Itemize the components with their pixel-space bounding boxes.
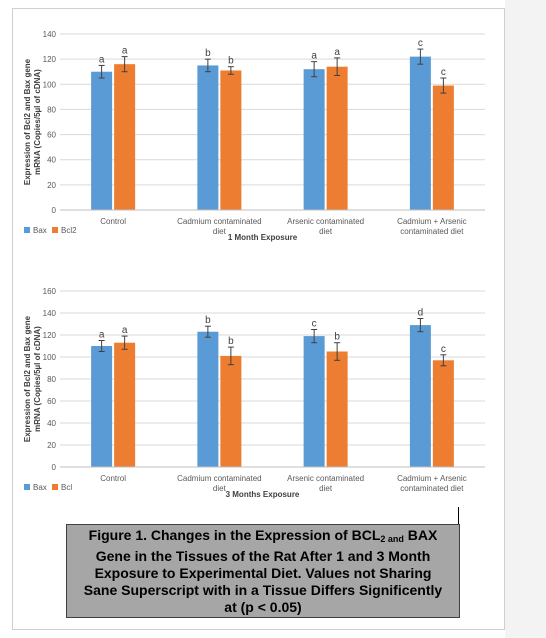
bar-bax (409, 325, 431, 467)
legend-label: Bcl (61, 483, 72, 492)
y-tick-label: 100 (43, 353, 57, 362)
y-axis-label: Expression of Bcl2 and Bax genemRNA (Cop… (23, 315, 42, 442)
x-category-label: diet (319, 227, 333, 236)
caption-part-2: BAX Gene in the Tissues of the Rat After… (83, 526, 443, 615)
bar-bax (91, 346, 113, 467)
significance-letter: d (418, 308, 424, 319)
legend-swatch-bax (24, 227, 30, 233)
chart-3-months: 0 20 40 60 80 100 120 140 160 a a Control b b Cadmium … (20, 285, 490, 525)
x-category-label: diet (319, 484, 333, 493)
x-axis-label: 3 Months Exposure (226, 490, 300, 499)
bar-bax (197, 331, 219, 467)
y-tick-label: 0 (52, 463, 57, 472)
y-tick-label: 20 (47, 181, 56, 190)
x-category-label: Cadmium + Arsenic (397, 474, 467, 483)
bar-bax (303, 336, 325, 467)
significance-letter: a (122, 325, 128, 336)
bar-bax (197, 65, 219, 210)
bar-bax (409, 56, 431, 210)
significance-letter: c (441, 344, 446, 355)
bar-bcl2 (432, 85, 454, 210)
bar-bcl2 (326, 66, 348, 210)
y-tick-label: 140 (43, 30, 57, 39)
y-tick-label: 120 (43, 331, 57, 340)
bar-bcl (220, 355, 242, 467)
y-tick-label: 80 (47, 105, 56, 114)
significance-letter: a (311, 51, 317, 62)
significance-letter: a (99, 330, 105, 341)
y-axis-label: Expression of Bcl2 and Bax genemRNA (Cop… (23, 58, 42, 185)
legend-label: Bcl2 (61, 226, 77, 235)
y-tick-label: 40 (47, 156, 56, 165)
bar-bax (91, 71, 113, 210)
x-category-label: Arsenic contaminated (287, 474, 364, 483)
legend-swatch-bcl (52, 484, 58, 490)
significance-letter: b (205, 315, 211, 326)
significance-letter: a (99, 54, 105, 65)
legend-swatch-bax (24, 484, 30, 490)
significance-letter: a (122, 46, 128, 57)
bar-bcl (432, 360, 454, 467)
x-category-label: diet (213, 227, 227, 236)
text-cursor-mark (458, 507, 459, 524)
y-tick-label: 0 (52, 206, 57, 215)
significance-letter: c (441, 67, 446, 78)
bar-bax (303, 69, 325, 210)
y-tick-label: 100 (43, 80, 57, 89)
page-edge-strip (505, 0, 546, 638)
chart-1-month-svg: 0 20 40 60 80 100 120 140 a a Control b b Cadmium con… (23, 30, 485, 242)
x-category-label: Control (100, 217, 126, 226)
figure-caption-text: Figure 1. Changes in the Expression of B… (77, 527, 449, 616)
y-tick-label: 20 (47, 441, 56, 450)
y-tick-label: 140 (43, 309, 57, 318)
figure-caption: Figure 1. Changes in the Expression of B… (66, 524, 460, 618)
significance-letter: b (228, 336, 234, 347)
bar-bcl2 (220, 70, 242, 210)
caption-part-1: Figure 1. Changes in the Expression of B… (88, 526, 381, 543)
chart-3-months-svg: 0 20 40 60 80 100 120 140 160 a a Control b b Cadmium … (23, 287, 485, 499)
significance-letter: b (228, 56, 234, 67)
x-axis-label: 1 Month Exposure (228, 233, 298, 242)
bar-bcl2 (114, 64, 136, 210)
significance-letter: b (205, 48, 211, 59)
legend-swatch-bcl2 (52, 227, 58, 233)
x-category-label: Cadmium contaminated (177, 474, 261, 483)
x-category-label: diet (213, 484, 227, 493)
y-tick-label: 60 (47, 397, 56, 406)
significance-letter: c (312, 319, 317, 330)
y-tick-label: 160 (43, 287, 57, 296)
significance-letter: b (334, 332, 340, 343)
legend-label: Bax (33, 226, 47, 235)
y-tick-label: 80 (47, 375, 56, 384)
chart-1-month: 0 20 40 60 80 100 120 140 a a Control b b Cadmium con… (20, 28, 490, 268)
x-category-label: Arsenic contaminated (287, 217, 364, 226)
legend-label: Bax (33, 483, 47, 492)
y-tick-label: 40 (47, 419, 56, 428)
caption-subscript: 2 and (380, 533, 404, 544)
significance-letter: c (418, 38, 423, 49)
bar-bcl (114, 342, 136, 467)
x-category-label: Cadmium contaminated (177, 217, 261, 226)
y-tick-label: 60 (47, 131, 56, 140)
x-category-label: contaminated diet (400, 484, 464, 493)
significance-letter: a (334, 47, 340, 58)
y-tick-label: 120 (43, 55, 57, 64)
bar-bcl (326, 351, 348, 467)
x-category-label: contaminated diet (400, 227, 464, 236)
x-category-label: Control (100, 474, 126, 483)
x-category-label: Cadmium + Arsenic (397, 217, 467, 226)
